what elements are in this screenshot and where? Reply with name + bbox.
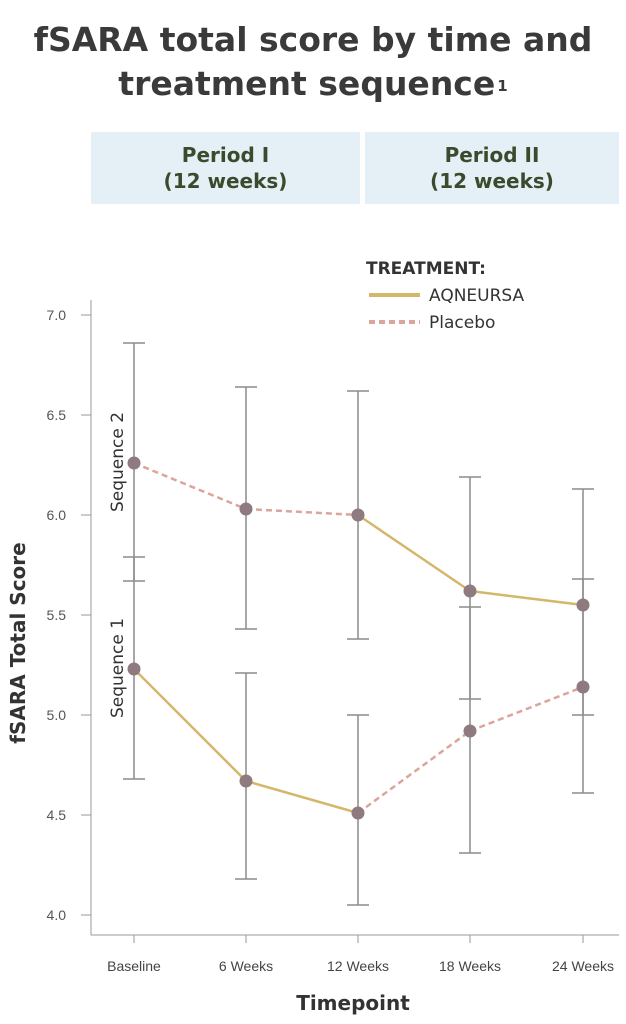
y-tick-label: 6.0 — [47, 507, 67, 523]
period-2-band: Period II (12 weeks) — [365, 132, 619, 204]
data-point — [239, 774, 253, 788]
x-tick-label: Baseline — [107, 958, 161, 974]
data-point — [351, 508, 365, 522]
series-line-segment — [357, 513, 471, 593]
data-point — [463, 584, 477, 598]
footnote-marker: 1 — [497, 77, 508, 95]
y-tick-label: 6.5 — [47, 407, 67, 423]
legend-placebo-label: Placebo — [429, 313, 495, 333]
chart-title-line-1: fSARA total score by time and — [33, 20, 593, 59]
data-point — [351, 806, 365, 820]
chart-title: fSARA total score by time and treatment … — [0, 18, 626, 106]
series-line-segment — [357, 729, 471, 815]
period-1-name: Period I — [181, 143, 270, 167]
series-line-segment — [245, 507, 359, 517]
series-line-segment — [469, 685, 584, 733]
y-tick-label: 5.0 — [47, 707, 67, 723]
period-2-name: Period II — [444, 143, 540, 167]
data-markers — [127, 456, 590, 820]
sequence-2-label: Sequence 2 — [108, 412, 128, 512]
error-bars — [123, 342, 594, 906]
y-tick-label: 5.5 — [47, 607, 67, 623]
series-line-segment — [469, 589, 584, 607]
period-2-duration: (12 weeks) — [430, 169, 554, 193]
period-1-band: Period I (12 weeks) — [91, 132, 360, 204]
y-tick-label: 4.5 — [47, 807, 67, 823]
chart-title-line-2: treatment sequence 1 — [0, 62, 626, 106]
legend-aqneursa-label: AQNEURSA — [429, 286, 525, 306]
data-point — [127, 456, 141, 470]
chart-title-line-2-text: treatment sequence — [118, 64, 496, 103]
data-point — [463, 724, 477, 738]
y-axis-title: fSARA Total Score — [6, 542, 30, 743]
series-line-segment — [133, 668, 247, 782]
x-axis-title: Timepoint — [296, 991, 410, 1015]
data-point — [239, 502, 253, 516]
data-point — [127, 662, 141, 676]
series-lines — [133, 461, 584, 815]
x-tick-label: 18 Weeks — [439, 958, 501, 974]
period-1-duration: (12 weeks) — [163, 169, 288, 193]
series-line-segment — [133, 461, 247, 511]
series-line-segment — [245, 779, 359, 815]
data-point — [576, 680, 590, 694]
chart-axes: 4.0 4.5 5.0 5.5 6.0 6.5 7.0 Baseline 6 Weeks 12 W… — [47, 300, 619, 974]
x-tick-label: 6 Weeks — [219, 958, 273, 974]
sequence-1-label: Sequence 1 — [108, 618, 128, 718]
legend-title: TREATMENT: — [366, 259, 486, 279]
y-tick-label: 7.0 — [47, 307, 67, 323]
data-point — [576, 598, 590, 612]
legend: TREATMENT: AQNEURSA Placebo — [366, 259, 525, 333]
x-tick-label: 24 Weeks — [552, 958, 614, 974]
y-tick-label: 4.0 — [47, 907, 67, 923]
x-tick-label: 12 Weeks — [327, 958, 389, 974]
